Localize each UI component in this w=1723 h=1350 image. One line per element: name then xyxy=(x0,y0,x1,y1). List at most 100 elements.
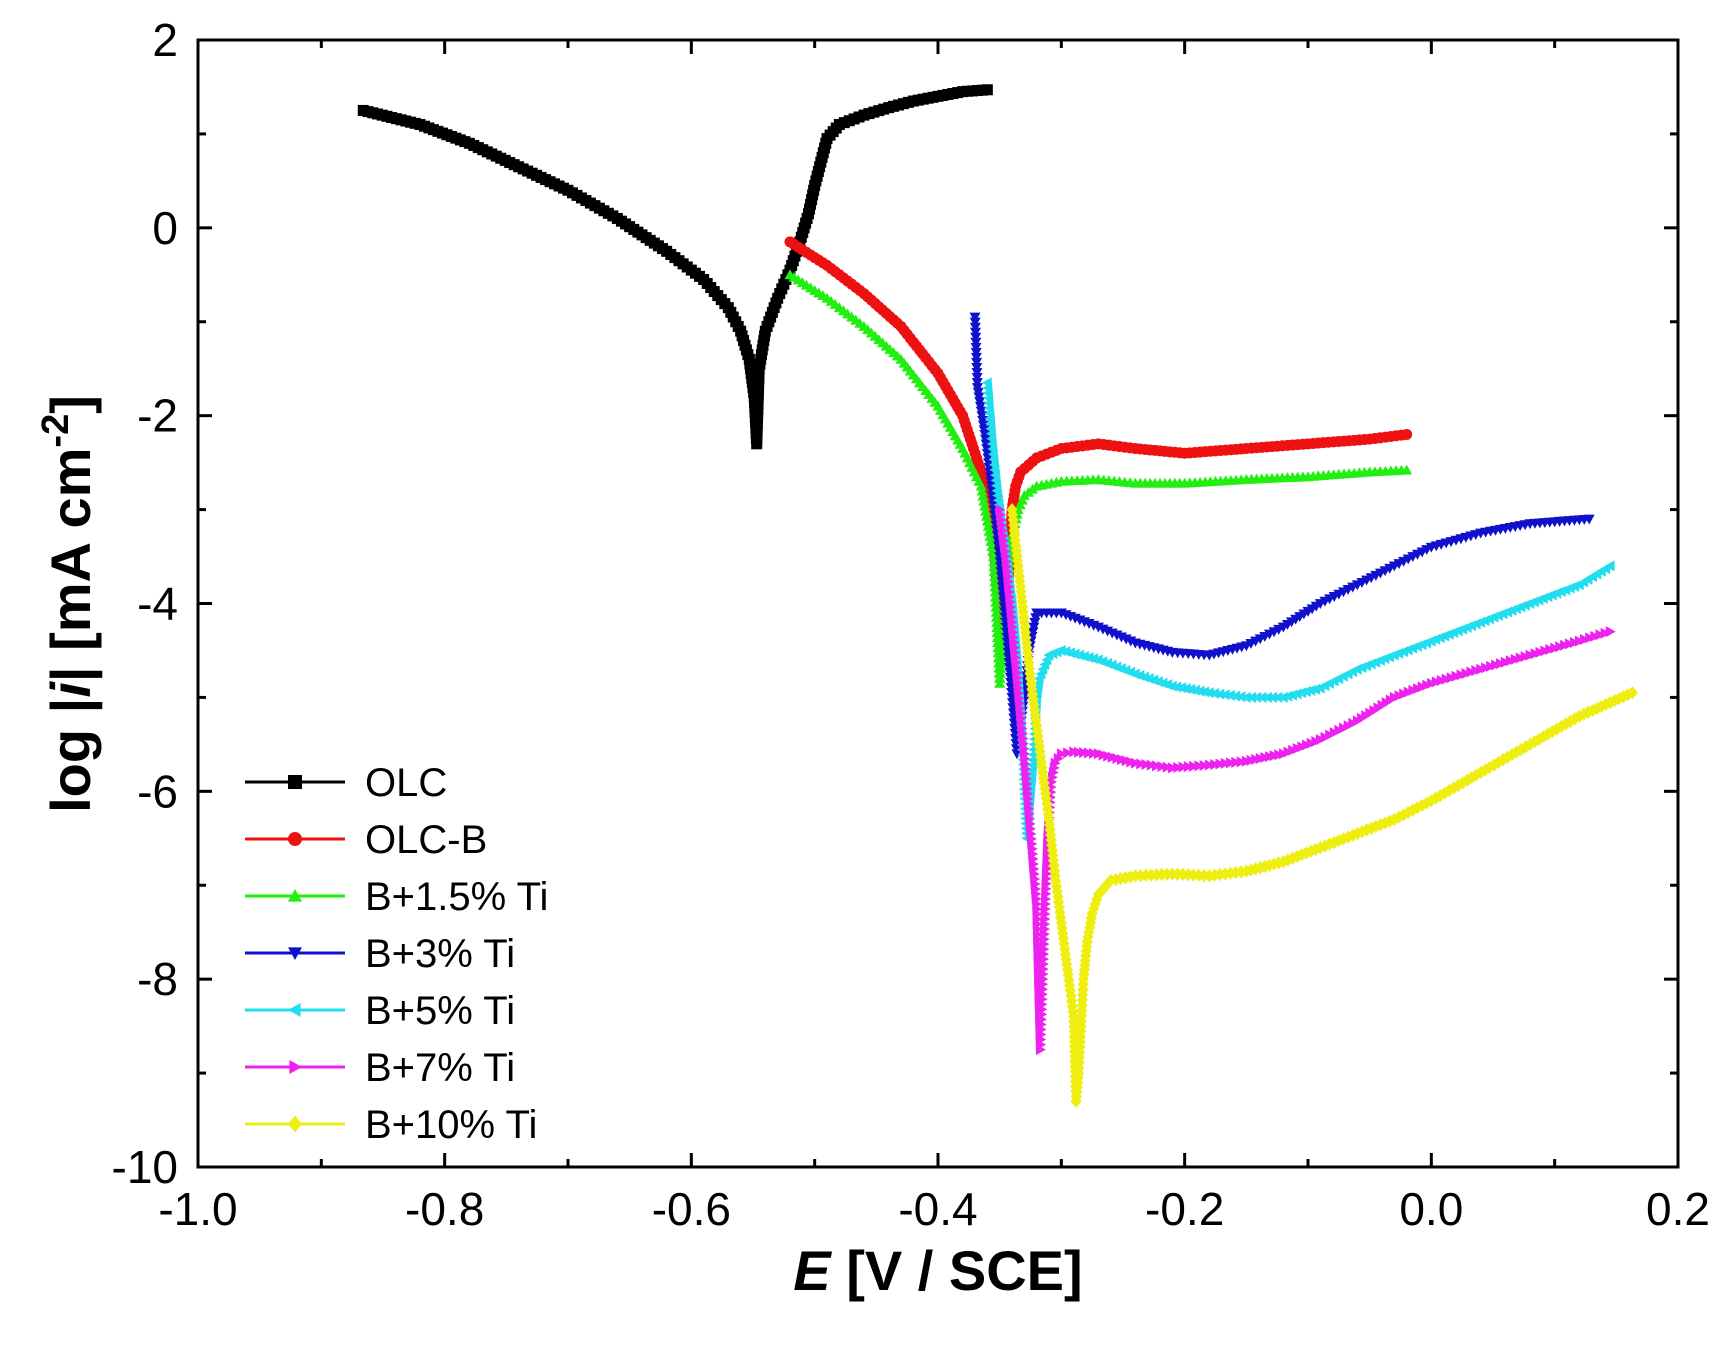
data-point xyxy=(1176,682,1186,694)
x-tick-label: -0.4 xyxy=(898,1183,977,1235)
data-point xyxy=(1506,748,1518,762)
data-point xyxy=(1580,634,1590,646)
legend-label: B+7% Ti xyxy=(365,1046,515,1090)
legend-label: B+5% Ti xyxy=(365,989,515,1033)
data-point xyxy=(990,606,1002,617)
data-point xyxy=(1119,871,1131,885)
data-point xyxy=(1231,756,1242,768)
data-point xyxy=(1102,877,1114,891)
data-point xyxy=(1214,688,1225,700)
data-point xyxy=(977,490,989,501)
data-point xyxy=(1291,688,1302,700)
y-axis-title: log |i| [mA cm-2] xyxy=(35,395,103,813)
data-point xyxy=(1590,630,1601,642)
data-point xyxy=(1095,884,1107,898)
data-point xyxy=(971,362,983,373)
data-point xyxy=(1236,756,1247,768)
data-point xyxy=(1574,635,1585,647)
legend-label: B+1.5% Ti xyxy=(365,875,548,919)
data-point xyxy=(971,373,983,383)
legend-label: B+10% Ti xyxy=(365,1103,537,1147)
data-point xyxy=(1063,747,1073,759)
data-point xyxy=(985,535,997,546)
data-point xyxy=(1182,868,1194,882)
data-point xyxy=(1053,752,1064,764)
legend-marker xyxy=(288,1003,301,1017)
data-point xyxy=(1261,691,1272,703)
legend-item-olc: OLC xyxy=(245,761,447,805)
data-point xyxy=(1189,684,1200,696)
data-point xyxy=(982,520,994,531)
data-point xyxy=(1141,759,1152,770)
legend-label: B+3% Ti xyxy=(365,932,515,976)
data-point xyxy=(1259,859,1271,874)
data-point xyxy=(994,677,1006,688)
data-point xyxy=(1361,823,1373,837)
data-point xyxy=(978,495,990,506)
y-tick-label: 0 xyxy=(152,202,178,254)
data-point xyxy=(1300,686,1311,698)
data-point xyxy=(1287,689,1297,701)
data-point xyxy=(1199,759,1210,771)
data-point xyxy=(1162,761,1173,773)
data-point xyxy=(1256,691,1267,703)
data-point xyxy=(970,327,982,338)
data-point xyxy=(1145,868,1157,882)
data-point xyxy=(1183,761,1194,773)
data-point xyxy=(995,662,1007,673)
legend: OLC OLC-B B+1.5% Ti B+3% Ti B+5% Ti B+7% Ti B+… xyxy=(245,761,548,1147)
data-point xyxy=(1305,684,1316,696)
data-point xyxy=(1263,858,1275,872)
legend-item-b-5-ti: B+5% Ti xyxy=(245,989,515,1033)
data-point xyxy=(1115,872,1127,886)
data-point xyxy=(981,84,993,96)
data-point xyxy=(975,480,987,491)
data-point xyxy=(1193,868,1205,882)
data-point xyxy=(988,571,1000,582)
data-point xyxy=(971,357,983,368)
legend-marker xyxy=(288,889,302,902)
data-point xyxy=(1166,867,1178,881)
data-point xyxy=(1319,839,1331,853)
y-tick-label: -2 xyxy=(137,390,178,442)
data-point xyxy=(1146,759,1157,771)
data-point xyxy=(1199,686,1210,698)
legend-marker xyxy=(288,947,302,960)
data-point xyxy=(1564,714,1576,728)
data-point xyxy=(1060,646,1071,658)
data-point xyxy=(969,312,981,323)
data-point xyxy=(1185,683,1196,695)
data-point xyxy=(1626,686,1638,700)
data-point xyxy=(1240,691,1251,703)
data-point xyxy=(1401,464,1413,475)
data-point xyxy=(1194,760,1205,772)
data-point xyxy=(1470,768,1482,782)
x-tick-label: -1.0 xyxy=(158,1183,237,1235)
data-point xyxy=(1595,629,1606,641)
data-point xyxy=(1167,762,1178,774)
data-point xyxy=(1613,691,1625,706)
data-point xyxy=(1537,730,1549,744)
data-point xyxy=(1220,757,1231,769)
data-point xyxy=(1055,644,1066,656)
legend-label: OLC xyxy=(365,761,447,805)
data-point xyxy=(969,317,981,328)
data-point xyxy=(1251,691,1262,703)
legend-marker xyxy=(288,1115,302,1133)
data-point xyxy=(1235,691,1246,703)
data-point xyxy=(980,510,992,521)
data-point xyxy=(995,657,1007,668)
data-point xyxy=(1130,757,1141,769)
data-point xyxy=(990,601,1002,612)
data-point xyxy=(1388,812,1400,827)
data-point xyxy=(1088,653,1099,665)
data-point xyxy=(1310,683,1321,695)
data-point xyxy=(1230,690,1241,702)
data-point xyxy=(1065,647,1075,659)
series-b-10-ti xyxy=(1006,502,1638,1108)
data-point xyxy=(991,622,1003,632)
data-point xyxy=(989,591,1001,602)
legend-item-b-3-ti: B+3% Ti xyxy=(245,932,515,976)
data-point xyxy=(990,596,1002,607)
data-point xyxy=(1180,683,1191,695)
